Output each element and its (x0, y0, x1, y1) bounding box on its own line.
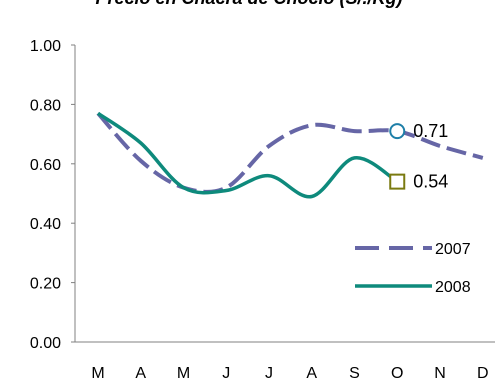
x-tick-label: M (177, 365, 190, 381)
chart-title: Precio en Chacra de Choclo (S/./Kg) (95, 0, 402, 8)
y-tick-label: 0.40 (30, 216, 61, 233)
marker-2008 (389, 173, 406, 190)
series-line-2008 (96, 111, 399, 199)
y-tick-label: 0.60 (30, 157, 61, 174)
x-tick-label: S (349, 365, 360, 381)
data-label-2007: 0.71 (413, 121, 448, 141)
y-tick-label: 1.00 (30, 38, 61, 55)
y-tick-label: 0.20 (30, 276, 61, 293)
x-tick-label: O (391, 365, 403, 381)
y-tick-label: 0.80 (30, 97, 61, 114)
legend-label-2007: 2007 (435, 241, 471, 258)
legend-label-2008: 2008 (435, 279, 471, 296)
legend: 2007 2008 (355, 241, 471, 296)
y-tick-label: 0.00 (30, 335, 61, 352)
data-label-2008: 0.54 (413, 172, 448, 192)
x-tick-label: J (265, 365, 273, 381)
series-line-2007 (96, 111, 484, 194)
x-tick-label: A (135, 365, 146, 381)
x-tick-label: M (91, 365, 104, 381)
x-tick-label: A (306, 365, 317, 381)
x-tick-label: D (477, 365, 489, 381)
x-tick-label: N (434, 365, 446, 381)
marker-layer: 0.71 0.54 (389, 121, 448, 192)
axes: 0.00 0.20 0.40 0.60 0.80 1.00 M A M J J A S O N D (30, 38, 495, 381)
series-layer (96, 111, 484, 199)
marker-2007 (389, 123, 406, 140)
x-tick-label: J (222, 365, 230, 381)
